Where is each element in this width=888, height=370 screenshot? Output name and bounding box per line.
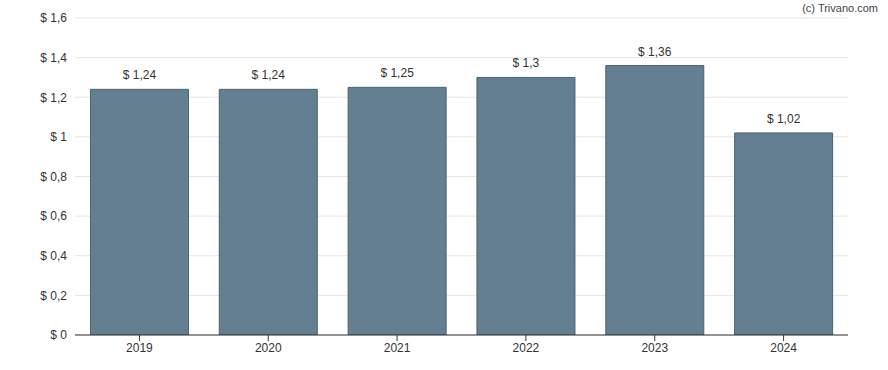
svg-text:$ 0,8: $ 0,8 [40, 170, 67, 184]
svg-text:2024: 2024 [770, 341, 797, 355]
svg-text:2023: 2023 [641, 341, 668, 355]
svg-text:$ 0: $ 0 [50, 328, 67, 342]
svg-text:$ 1,24: $ 1,24 [252, 68, 286, 82]
svg-text:$ 1,6: $ 1,6 [40, 11, 67, 25]
svg-text:$ 0,6: $ 0,6 [40, 209, 67, 223]
svg-text:$ 1,24: $ 1,24 [123, 68, 157, 82]
svg-text:2021: 2021 [384, 341, 411, 355]
svg-text:$ 1,2: $ 1,2 [40, 91, 67, 105]
svg-text:2019: 2019 [126, 341, 153, 355]
svg-text:$ 1,4: $ 1,4 [40, 51, 67, 65]
svg-text:$ 0,2: $ 0,2 [40, 289, 67, 303]
svg-text:$ 0,4: $ 0,4 [40, 249, 67, 263]
svg-text:$ 1,36: $ 1,36 [638, 45, 672, 59]
svg-text:2020: 2020 [255, 341, 282, 355]
svg-text:$ 1: $ 1 [50, 130, 67, 144]
svg-text:$ 1,25: $ 1,25 [380, 66, 414, 80]
svg-text:$ 1,3: $ 1,3 [513, 56, 540, 70]
svg-text:2022: 2022 [513, 341, 540, 355]
html-text:(c) Trivano.com: (c) Trivano.com [802, 2, 878, 14]
svg-text:$ 1,02: $ 1,02 [767, 112, 801, 126]
